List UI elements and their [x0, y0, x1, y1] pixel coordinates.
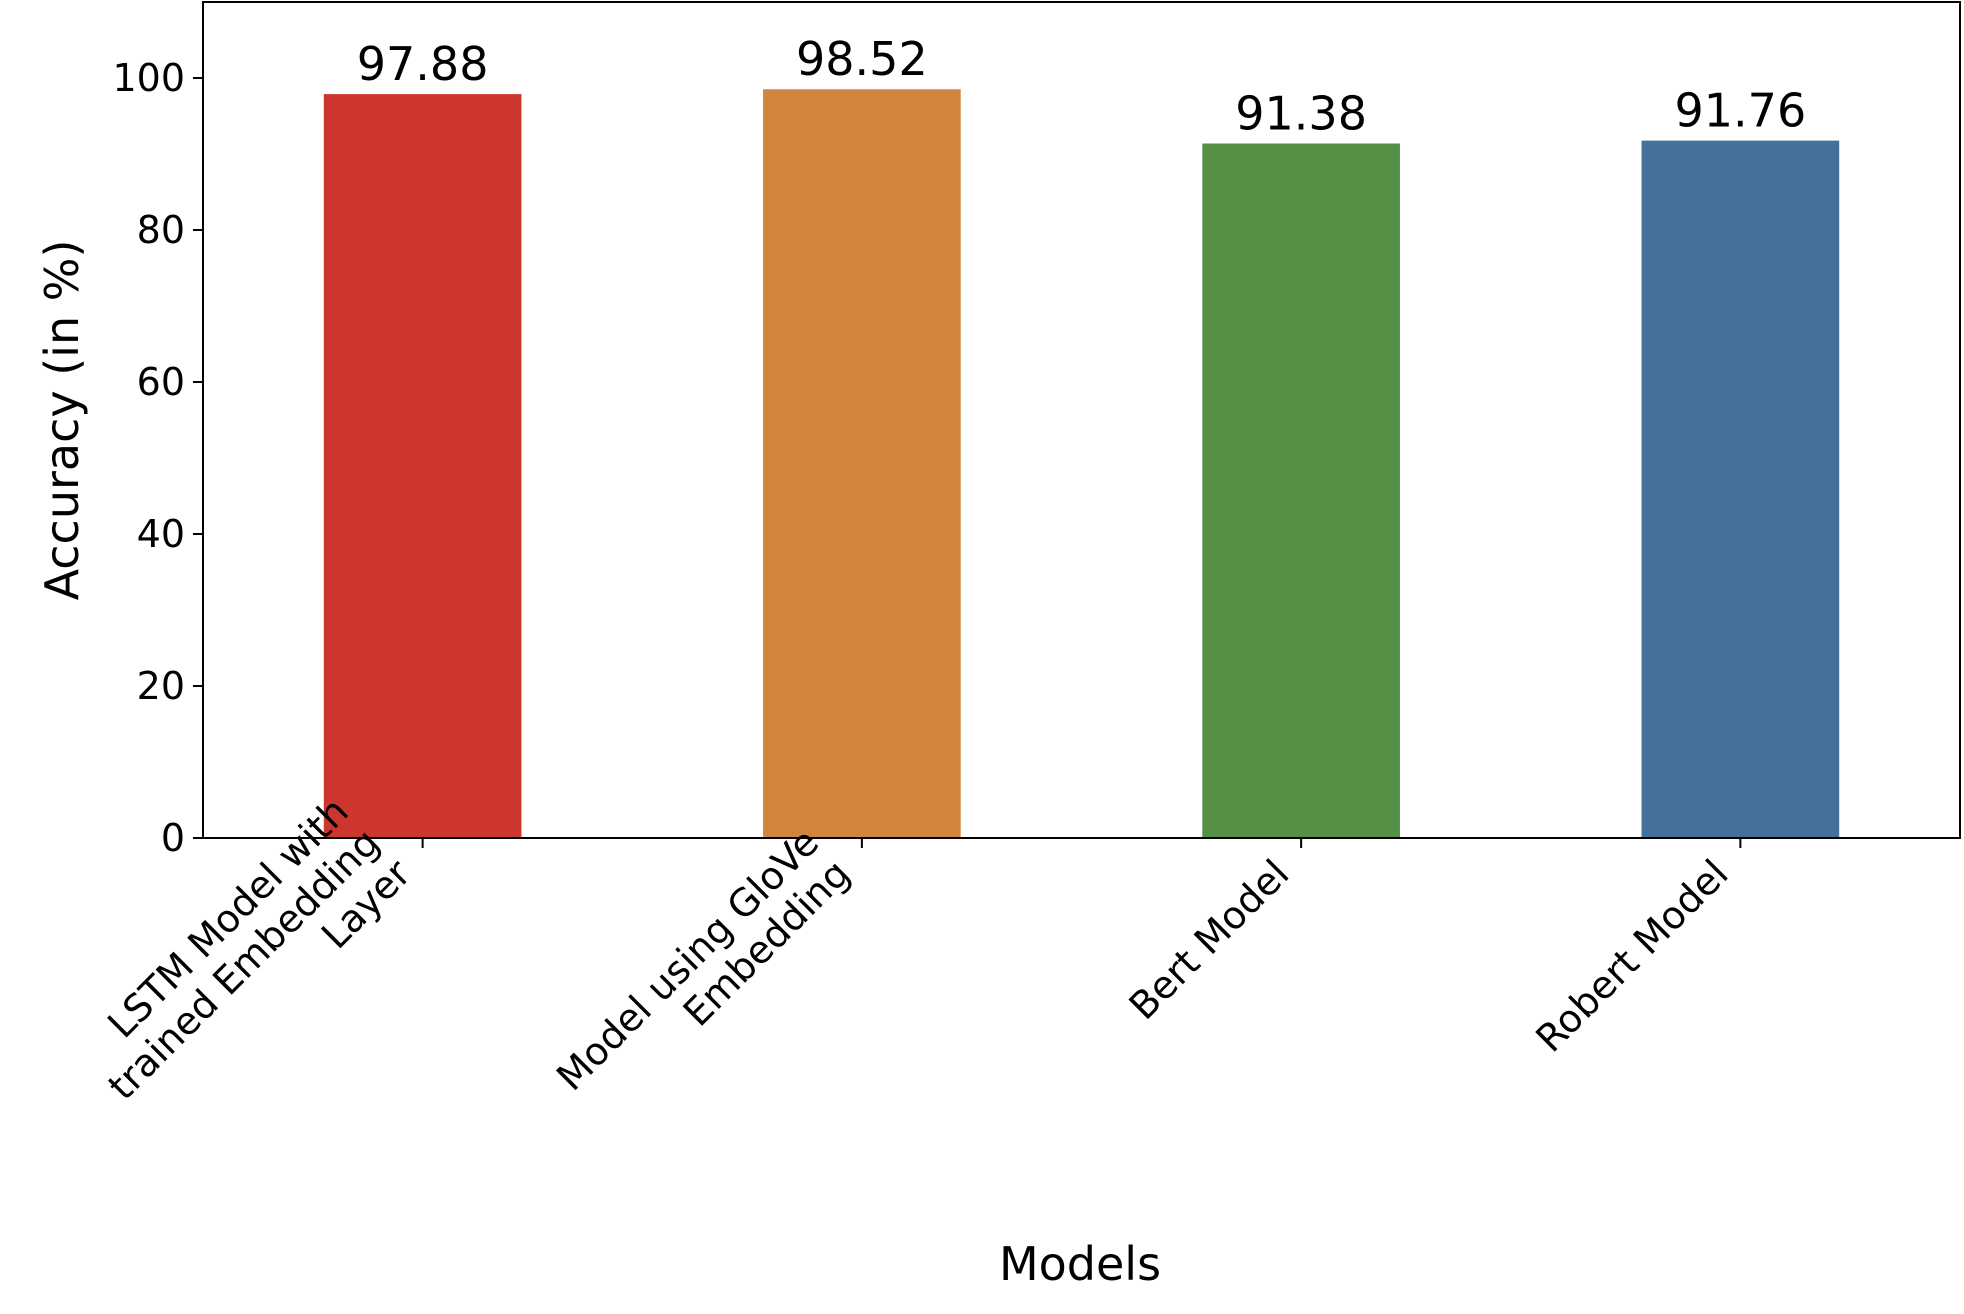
bar-value-label-2: 98.52 — [796, 32, 928, 86]
x-axis-title: Models — [999, 1237, 1161, 1291]
bar-value-label-3: 91.38 — [1235, 87, 1367, 141]
bars-group — [323, 89, 1840, 839]
y-axis-title: Accuracy (in %) — [35, 240, 89, 601]
bar-value-labels: 97.88 98.52 91.38 91.76 — [357, 32, 1806, 140]
bar-3 — [1202, 143, 1400, 839]
bar-value-label-1: 97.88 — [357, 37, 489, 91]
y-tick-label-40: 40 — [137, 512, 185, 556]
x-axis: LSTM Model withtrained EmbeddingLayer Mod… — [69, 789, 1742, 1140]
x-tick-label-3: Bert Model — [1121, 851, 1298, 1028]
x-tick-label-1: LSTM Model withtrained EmbeddingLayer — [69, 789, 420, 1140]
y-tick-label-20: 20 — [137, 664, 185, 708]
y-tick-label-100: 100 — [112, 56, 185, 100]
y-tick-label-60: 60 — [137, 360, 185, 404]
x-tick-label-4: Robert Model — [1527, 851, 1736, 1060]
bar-1 — [323, 94, 522, 838]
plot-frame — [202, 1, 1961, 839]
y-tick-label-0: 0 — [161, 816, 185, 860]
y-tick-label-80: 80 — [137, 208, 185, 252]
bar-2 — [763, 89, 961, 839]
y-axis: 0 20 40 60 80 100 — [112, 56, 203, 860]
bar-value-label-4: 91.76 — [1675, 84, 1807, 138]
x-tick-label-2: Model using GloVeEmbedding — [548, 820, 858, 1130]
bar-4 — [1641, 140, 1840, 838]
